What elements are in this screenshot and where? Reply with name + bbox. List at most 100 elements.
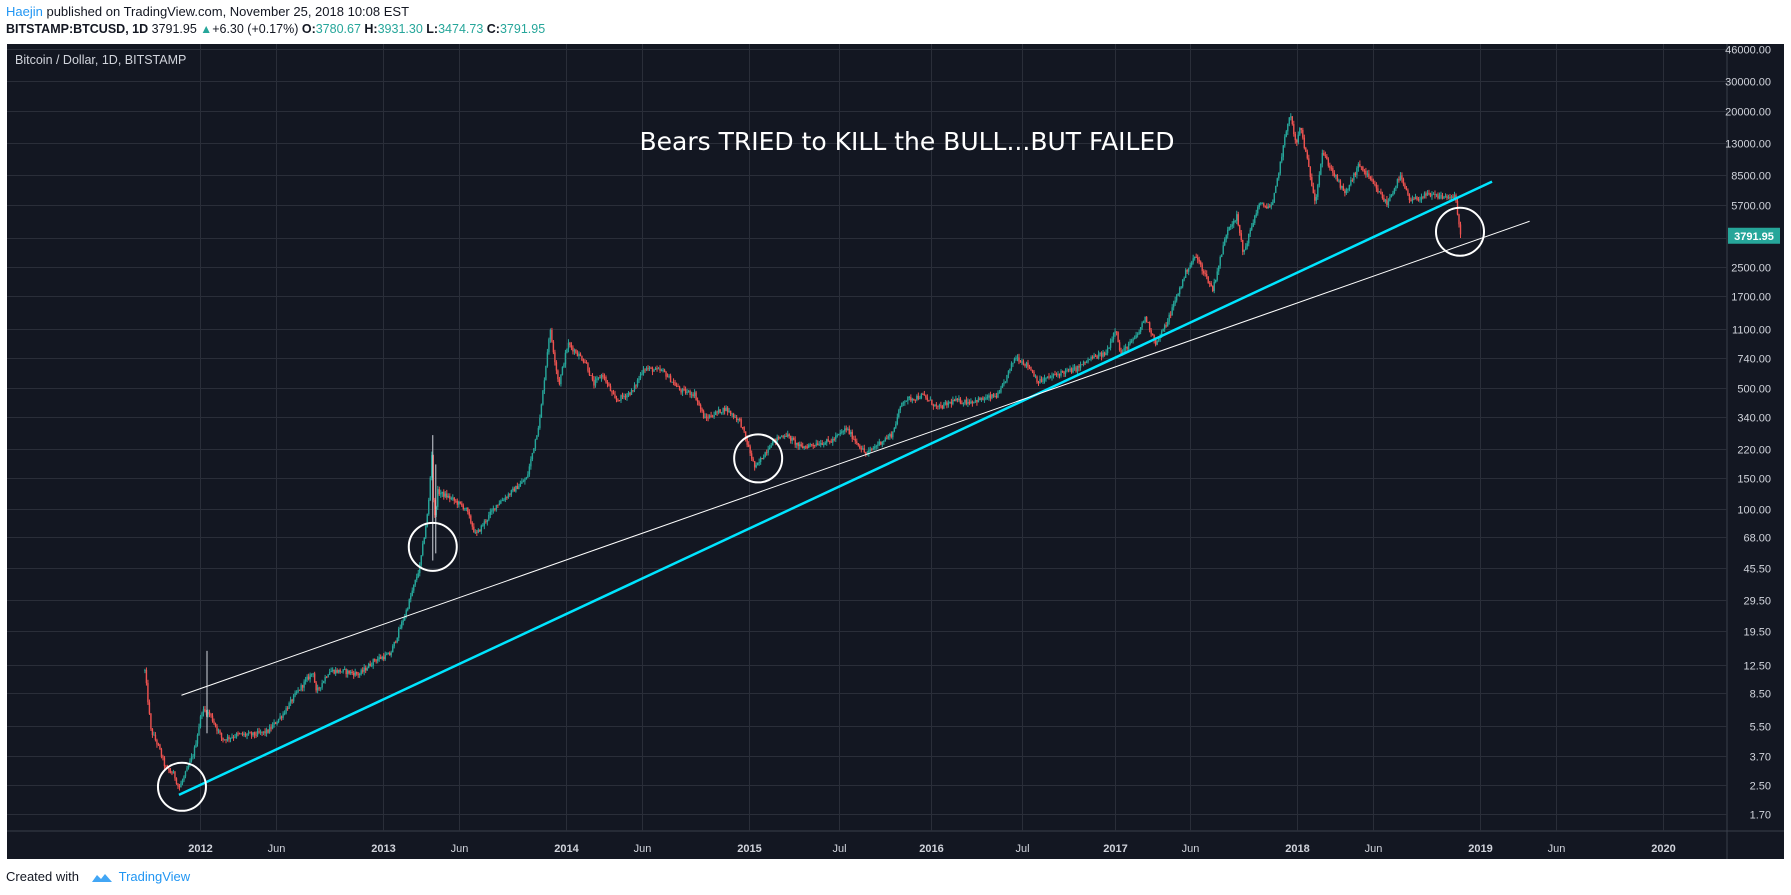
candle-body (1144, 317, 1146, 322)
candle-body (1165, 325, 1167, 327)
candle-body (1378, 191, 1381, 193)
candle-body (159, 744, 161, 750)
candle-body (370, 665, 373, 667)
candle-body (449, 495, 451, 499)
candle-body (238, 733, 241, 735)
candle-body (249, 732, 251, 734)
candle-body (171, 772, 173, 774)
candle-body (419, 564, 421, 574)
candle-body (561, 366, 564, 375)
candle-body (291, 699, 293, 702)
candle-body (1135, 335, 1137, 339)
candle-body (596, 378, 598, 380)
candle-body (336, 670, 338, 673)
candle-body (842, 431, 844, 433)
candle-body (282, 713, 284, 718)
candle-body (1225, 235, 1227, 240)
candle-body (208, 712, 211, 714)
candle-body (944, 402, 947, 404)
x-tick-label: 2012 (188, 843, 212, 855)
candle-body (237, 733, 239, 735)
candle-body (1147, 322, 1149, 324)
candle-body (1423, 193, 1426, 198)
candle-body (1075, 367, 1077, 372)
candle-body (1148, 322, 1151, 331)
candle-body (811, 444, 813, 446)
candle-body (151, 728, 154, 735)
candle-body (277, 718, 280, 722)
candle-body (1390, 195, 1393, 198)
candle-body (1066, 369, 1068, 371)
candle-body (1099, 352, 1101, 355)
candle-body (692, 394, 694, 397)
last-price: 3791.95 (151, 22, 197, 36)
candle-body (985, 397, 987, 400)
candle-body (458, 501, 460, 505)
author-link[interactable]: Haejin (6, 4, 43, 19)
candle-body (1198, 259, 1200, 262)
candle-body (587, 363, 589, 371)
up-arrow-icon: ▲ (200, 22, 213, 36)
candle-body (803, 446, 805, 449)
candle-body (337, 669, 340, 673)
candle-body (1115, 331, 1118, 333)
candle-body (1036, 376, 1038, 383)
candle-body (280, 716, 283, 718)
candle-body (348, 670, 350, 674)
candle-body (342, 669, 344, 672)
y-tick-label: 500.00 (1737, 384, 1771, 396)
candle-body (1060, 371, 1062, 376)
candle-body (474, 531, 477, 533)
candle-body (144, 669, 146, 671)
candle-body (497, 504, 499, 506)
candle-body (977, 398, 980, 403)
candle-body (952, 400, 954, 405)
candle-body (1218, 265, 1220, 272)
tradingview-brand-link[interactable]: TradingView (118, 869, 191, 884)
candle-body (809, 444, 811, 446)
candle-body (789, 435, 792, 441)
candle-body (986, 397, 989, 399)
candle-body (600, 374, 603, 379)
x-tick-label: 2017 (1103, 843, 1127, 855)
candle-body (198, 726, 200, 736)
candle-body (229, 737, 232, 739)
candle-body (711, 416, 714, 418)
candle-body (273, 722, 275, 725)
candle-body (390, 652, 392, 656)
candle-body (195, 743, 197, 748)
candle-body (1079, 364, 1082, 368)
candle-body (156, 740, 158, 745)
candle-body (217, 730, 220, 732)
candle-body (576, 353, 579, 357)
y-tick-label: 3.70 (1750, 752, 1771, 764)
candle-body (525, 477, 528, 480)
candle-body (868, 450, 870, 453)
candle-body (1330, 167, 1333, 169)
x-tick-label: 2015 (737, 843, 761, 855)
candle-body (432, 455, 434, 500)
candle-body (244, 733, 247, 736)
candle-body (743, 427, 745, 432)
candle-body (1012, 362, 1014, 364)
candle-body (771, 441, 774, 446)
candle-body (901, 402, 903, 407)
candle-body (178, 785, 181, 788)
candle-body (1210, 283, 1212, 287)
candle-body (1042, 380, 1044, 382)
candle-body (886, 438, 888, 440)
candle-body (177, 783, 179, 786)
y-tick-label: 20000.00 (1725, 107, 1771, 119)
candle-body (420, 555, 422, 565)
candle-body (693, 392, 696, 397)
candle-body (1055, 374, 1058, 376)
candle-body (1377, 188, 1379, 193)
candle-body (232, 737, 235, 738)
candle-body (832, 438, 834, 443)
candle-body (770, 445, 772, 448)
candle-body (862, 448, 864, 450)
candle-body (615, 398, 618, 401)
candle-body (1294, 134, 1297, 141)
candle-body (1422, 197, 1424, 199)
